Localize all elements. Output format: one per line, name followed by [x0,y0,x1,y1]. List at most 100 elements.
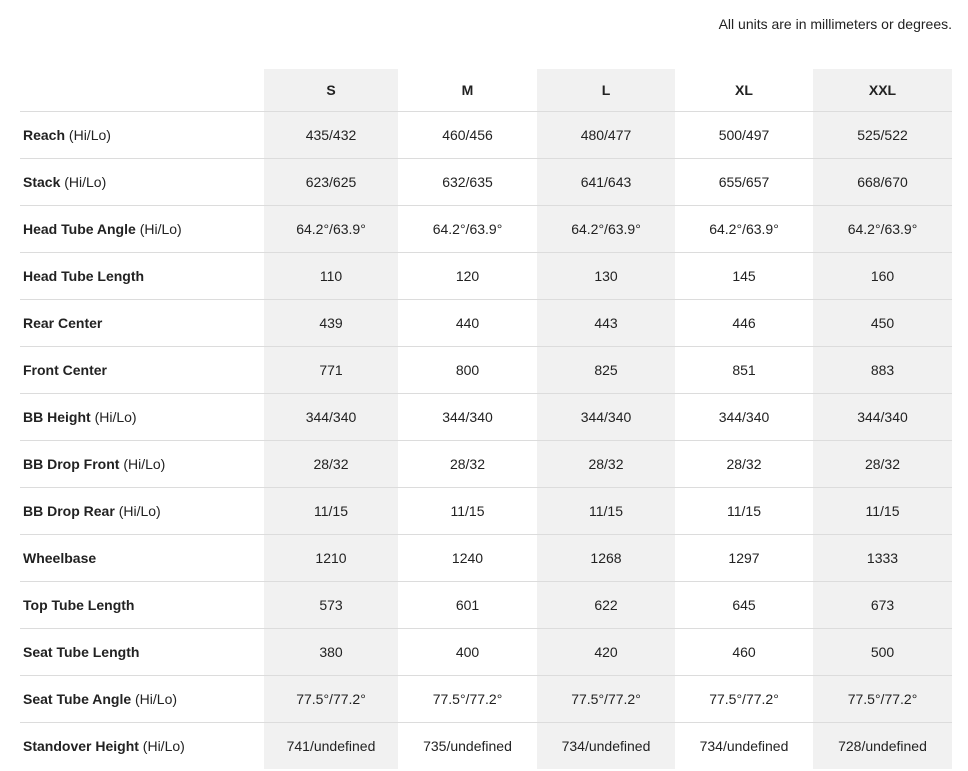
row-label: Head Tube Angle (Hi/Lo) [20,205,264,253]
row-label-name: Stack [23,174,61,190]
value-cell-m: 400 [398,628,537,676]
geometry-table: S M L XL XXL Reach (Hi/Lo) 435/432 460/456… [20,69,952,769]
value-cell-m: 64.2°/63.9° [398,205,537,253]
row-label-suffix: (Hi/Lo) [64,174,107,190]
row-label-name: Wheelbase [23,550,97,566]
row-label-suffix: (Hi/Lo) [118,503,161,519]
row-label-name: BB Drop Rear [23,503,115,519]
value-cell-m: 77.5°/77.2° [398,675,537,723]
row-label: BB Drop Rear (Hi/Lo) [20,487,264,535]
value-cell-m: 601 [398,581,537,629]
value-cell-xxl: 883 [813,346,952,394]
value-cell-l: 641/643 [537,158,675,206]
value-cell-s: 623/625 [264,158,398,206]
table-row: BB Height (Hi/Lo) 344/340 344/340 344/340 34… [20,393,952,441]
value-cell-s: 77.5°/77.2° [264,675,398,723]
value-cell-xl: 655/657 [675,158,813,206]
value-cell-s: 344/340 [264,393,398,441]
value-cell-xxl: 77.5°/77.2° [813,675,952,723]
value-cell-xl: 460 [675,628,813,676]
value-cell-xl: 77.5°/77.2° [675,675,813,723]
row-label: Rear Center [20,299,264,347]
value-cell-m: 120 [398,252,537,300]
value-cell-m: 800 [398,346,537,394]
row-label-name: Head Tube Length [23,268,145,284]
row-label-name: Rear Center [23,315,103,331]
row-label: BB Drop Front (Hi/Lo) [20,440,264,488]
value-cell-s: 741/undefined [264,722,398,769]
value-cell-m: 632/635 [398,158,537,206]
row-label-name: BB Height [23,409,91,425]
value-cell-xl: 500/497 [675,111,813,159]
value-cell-xxl: 673 [813,581,952,629]
value-cell-l: 77.5°/77.2° [537,675,675,723]
value-cell-xl: 734/undefined [699,738,789,754]
row-label-suffix: (Hi/Lo) [135,691,178,707]
value-cell-xxl: 160 [813,252,952,300]
table-row: Seat Tube Length 380 400 420 460 500 [20,628,952,676]
table-row: Wheelbase 1210 1240 1268 1297 1333 [20,534,952,582]
row-label: Head Tube Length [20,252,264,300]
value-cell-l: 480/477 [537,111,675,159]
row-label-name: Seat Tube Angle [23,691,132,707]
table-row: Head Tube Angle (Hi/Lo) 64.2°/63.9° 64.2°/… [20,205,952,253]
value-cell-xl: 145 [675,252,813,300]
header-size-xl: XL [675,69,813,112]
value-cell-xxl: 344/340 [813,393,952,441]
value-cell-xl: 28/32 [675,440,813,488]
value-cell-xl: 645 [675,581,813,629]
header-size-l: L [537,69,675,112]
value-cell-s: 11/15 [264,487,398,535]
value-cell-xxl: 1333 [813,534,952,582]
value-cell-xxl: 450 [813,299,952,347]
value-cell-s: 64.2°/63.9° [264,205,398,253]
row-label-name: Reach [23,127,66,143]
value-cell-xxl: 28/32 [813,440,952,488]
row-label-name: Front Center [23,362,107,378]
table-row: Stack (Hi/Lo) 623/625 632/635 641/643 655/65… [20,158,952,206]
row-label: Wheelbase [20,534,264,582]
row-label-suffix: (Hi/Lo) [94,409,137,425]
table-row: Standover Height (Hi/Lo) 741/undefined 735… [20,722,952,770]
header-label-cell [20,69,264,112]
row-label: Standover Height (Hi/Lo) [20,723,264,770]
value-cell-s: 110 [264,252,398,300]
value-cell-s: 435/432 [264,111,398,159]
row-label: Stack (Hi/Lo) [20,158,264,206]
value-cell-l: 64.2°/63.9° [537,205,675,253]
table-row: Front Center 771 800 825 851 883 [20,346,952,394]
row-label-suffix: (Hi/Lo) [123,456,166,472]
row-label: Seat Tube Length [20,628,264,676]
value-cell-s: 439 [264,299,398,347]
value-cell-xl: 11/15 [675,487,813,535]
value-cell-xxl: 64.2°/63.9° [813,205,952,253]
value-cell-s: 1210 [264,534,398,582]
value-cell-xxl: 668/670 [813,158,952,206]
value-cell-xl: 446 [675,299,813,347]
value-cell-s: 771 [264,346,398,394]
value-cell-l: 443 [537,299,675,347]
value-cell-m: 11/15 [398,487,537,535]
row-label: BB Height (Hi/Lo) [20,393,264,441]
value-cell-m: 344/340 [398,393,537,441]
value-cell-xxl: 525/522 [813,111,952,159]
value-cell-xl: 851 [675,346,813,394]
table-row: BB Drop Front (Hi/Lo) 28/32 28/32 28/32 28/3… [20,440,952,488]
row-label-suffix: (Hi/Lo) [139,221,182,237]
row-label-name: BB Drop Front [23,456,120,472]
row-label-suffix: (Hi/Lo) [142,738,185,754]
value-cell-xxl: 500 [813,628,952,676]
value-cell-l: 420 [537,628,675,676]
value-cell-m: 440 [398,299,537,347]
value-cell-m: 735/undefined [423,738,512,754]
header-size-xxl: XXL [813,69,952,112]
value-cell-l: 734/undefined [537,722,675,769]
table-row: Head Tube Length 110 120 130 145 160 [20,252,952,300]
value-cell-m: 28/32 [398,440,537,488]
value-cell-xl: 1297 [675,534,813,582]
value-cell-l: 344/340 [537,393,675,441]
row-label: Front Center [20,346,264,394]
header-size-m: M [398,69,537,112]
value-cell-l: 11/15 [537,487,675,535]
row-label: Seat Tube Angle (Hi/Lo) [20,675,264,723]
